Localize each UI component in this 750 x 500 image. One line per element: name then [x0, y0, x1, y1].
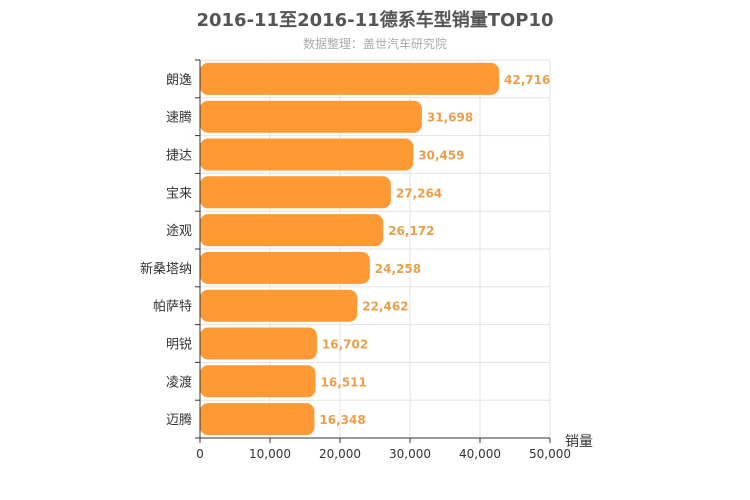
- data-label-0: 42,716: [504, 73, 550, 87]
- chart-subtitle: 数据整理：盖世汽车研究院: [302, 37, 447, 51]
- bar-3: [200, 176, 391, 209]
- category-label-2: 捷达: [166, 149, 192, 164]
- bar-4: [200, 214, 384, 247]
- data-label-7: 16,702: [322, 338, 368, 352]
- x-tick-label-0: 0: [196, 447, 204, 461]
- category-label-6: 帕萨特: [153, 300, 192, 315]
- category-label-0: 朗逸: [166, 73, 192, 88]
- data-label-3: 27,264: [396, 186, 442, 200]
- data-label-9: 16,348: [319, 413, 365, 427]
- x-tick-label-3: 30,000: [389, 447, 431, 461]
- chart-title: 2016-11至2016-11德系车型销量TOP10: [196, 10, 554, 31]
- data-label-1: 31,698: [427, 111, 473, 125]
- category-label-7: 明锐: [166, 338, 192, 353]
- category-label-1: 速腾: [166, 110, 192, 126]
- data-label-6: 22,462: [362, 300, 408, 314]
- bar-5: [200, 251, 370, 284]
- bar-6: [200, 289, 358, 322]
- bar-1: [200, 100, 422, 133]
- bar-2: [200, 138, 414, 171]
- x-tick-label-4: 40,000: [459, 447, 501, 461]
- bar-0: [200, 62, 500, 95]
- category-label-4: 途观: [166, 223, 192, 239]
- category-label-9: 迈腾: [166, 412, 192, 428]
- data-label-5: 24,258: [375, 262, 421, 276]
- data-label-8: 16,511: [321, 375, 367, 389]
- bar-7: [200, 327, 317, 360]
- bar-8: [200, 365, 316, 398]
- data-label-2: 30,459: [418, 149, 464, 163]
- x-axis-title: 销量: [565, 434, 593, 450]
- category-label-8: 凌渡: [166, 374, 192, 390]
- x-tick-label-5: 50,000: [529, 447, 571, 461]
- category-label-5: 新桑塔纳: [140, 261, 192, 277]
- x-tick-label-2: 20,000: [319, 447, 361, 461]
- bar-9: [200, 403, 315, 436]
- data-label-4: 26,172: [388, 224, 434, 238]
- x-tick-label-1: 10,000: [249, 447, 291, 461]
- category-label-3: 宝来: [166, 186, 192, 201]
- bar-series: 42,716 31,698 30,459 27,264 26,172 24,258 22,4…: [200, 62, 550, 436]
